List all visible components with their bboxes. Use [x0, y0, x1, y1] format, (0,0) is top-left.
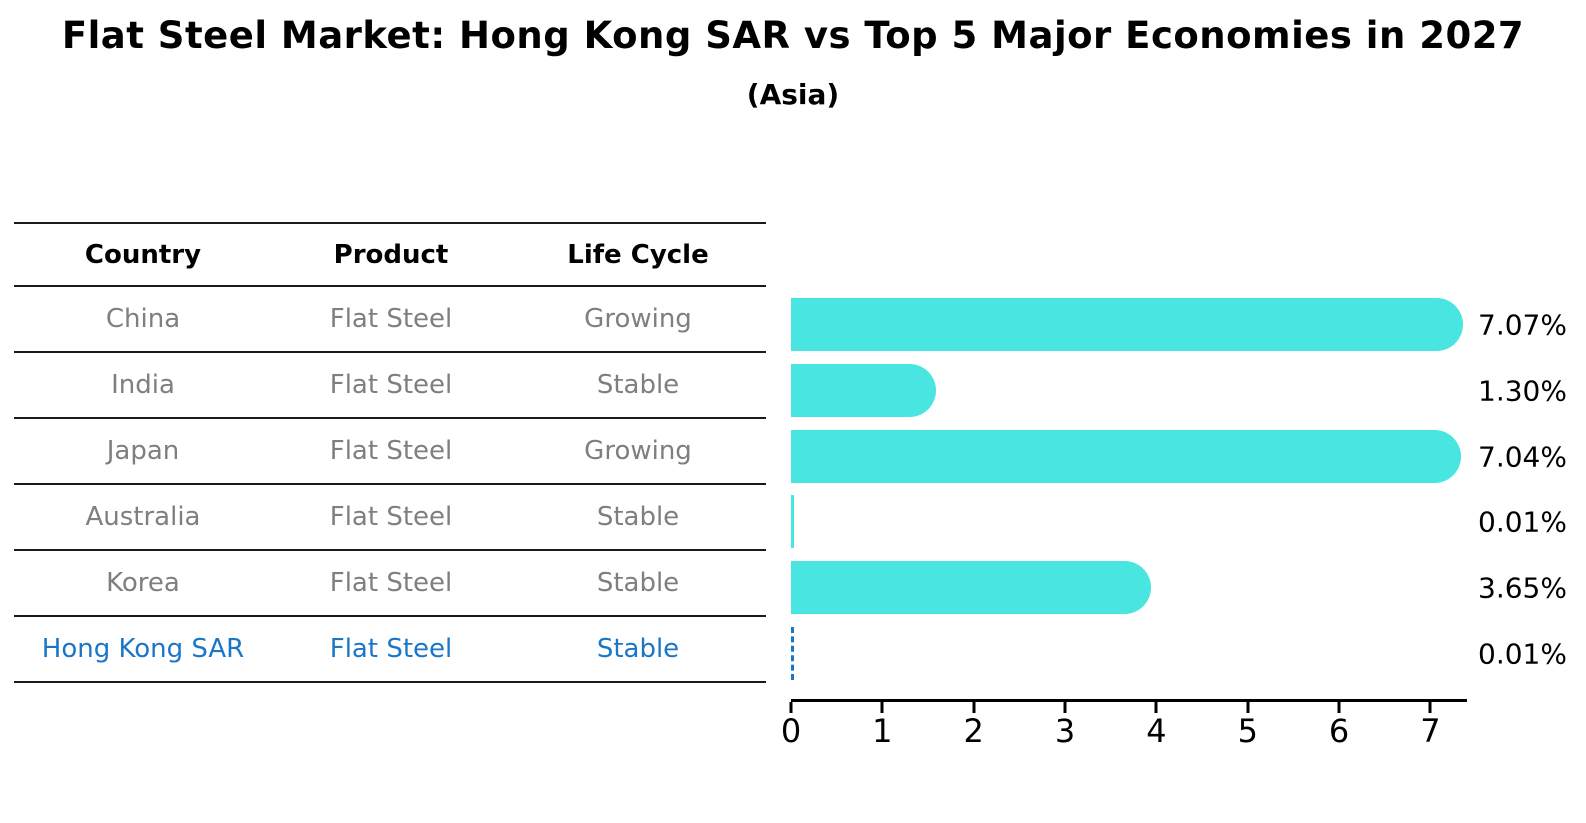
product-cell: Flat Steel — [329, 436, 453, 466]
value-label-japan: 7.04% — [1478, 440, 1567, 473]
product-cell: Flat Steel — [329, 370, 453, 400]
bar-china — [791, 298, 1464, 351]
x-axis-tick-3 — [1063, 702, 1067, 713]
product-cell: Flat Steel — [329, 568, 453, 598]
column-header-life_cycle: Life Cycle — [567, 239, 709, 270]
country-table: Country Product Life Cycle China Flat Steel… — [14, 222, 766, 683]
bar-india — [791, 364, 937, 417]
x-axis-tick-label-5: 5 — [1237, 712, 1258, 750]
table-row-india: India Flat Steel Stable — [14, 353, 766, 419]
chart-subtitle: (Asia) — [746, 78, 840, 111]
x-axis-tick-label-2: 2 — [963, 712, 984, 750]
x-axis-line — [791, 699, 1467, 702]
x-axis-tick-5 — [1246, 702, 1250, 713]
product-cell: Flat Steel — [329, 304, 453, 334]
x-axis-tick-0 — [789, 702, 793, 713]
value-label-australia: 0.01% — [1478, 505, 1567, 538]
product-cell: Flat Steel — [329, 502, 453, 532]
table-row-australia: Australia Flat Steel Stable — [14, 485, 766, 551]
x-axis-tick-label-6: 6 — [1328, 712, 1350, 750]
x-axis-tick-label-4: 4 — [1146, 712, 1167, 750]
country-cell: Korea — [106, 568, 180, 598]
life_cycle-cell: Stable — [596, 568, 680, 598]
x-axis-tick-label-7: 7 — [1420, 712, 1441, 750]
column-header-product: Product — [333, 239, 449, 270]
column-header-country: Country — [84, 239, 202, 270]
x-axis-tick-4 — [1154, 702, 1158, 713]
table-row-hong-kong-sar: Hong Kong SAR Flat Steel Stable — [14, 617, 766, 683]
x-axis-tick-2 — [972, 702, 976, 713]
value-label-korea: 3.65% — [1478, 571, 1567, 604]
country-cell: Australia — [85, 502, 201, 532]
bar-korea — [791, 561, 1151, 614]
life_cycle-cell: Stable — [596, 502, 680, 532]
country-cell: Japan — [106, 436, 180, 466]
x-axis-tick-label-3: 3 — [1054, 712, 1076, 750]
value-label-hong-kong-sar: 0.01% — [1478, 637, 1567, 670]
country-cell: China — [105, 304, 181, 334]
x-axis-tick-1 — [880, 702, 884, 713]
country-cell: India — [111, 370, 175, 400]
product-cell: Flat Steel — [329, 634, 453, 664]
table-row-china: China Flat Steel Growing — [14, 287, 766, 353]
bar-hong-kong-sar — [791, 627, 794, 680]
bar-japan — [791, 430, 1461, 483]
country-cell: Hong Kong SAR — [41, 634, 245, 664]
table-header-row: Country Product Life Cycle — [14, 222, 766, 287]
x-axis-tick-6 — [1337, 702, 1341, 713]
life_cycle-cell: Stable — [596, 634, 680, 664]
x-axis-tick-label-1: 1 — [872, 712, 893, 750]
table-row-japan: Japan Flat Steel Growing — [14, 419, 766, 485]
table-row-korea: Korea Flat Steel Stable — [14, 551, 766, 617]
life_cycle-cell: Stable — [596, 370, 680, 400]
x-axis-tick-7 — [1428, 702, 1432, 713]
x-axis-tick-label-0: 0 — [780, 712, 802, 750]
bar-australia — [791, 495, 794, 548]
value-label-india: 1.30% — [1478, 374, 1567, 407]
life_cycle-cell: Growing — [584, 436, 692, 466]
chart-title: Flat Steel Market: Hong Kong SAR vs Top … — [61, 14, 1525, 57]
value-label-china: 7.07% — [1478, 308, 1567, 341]
life_cycle-cell: Growing — [584, 304, 692, 334]
